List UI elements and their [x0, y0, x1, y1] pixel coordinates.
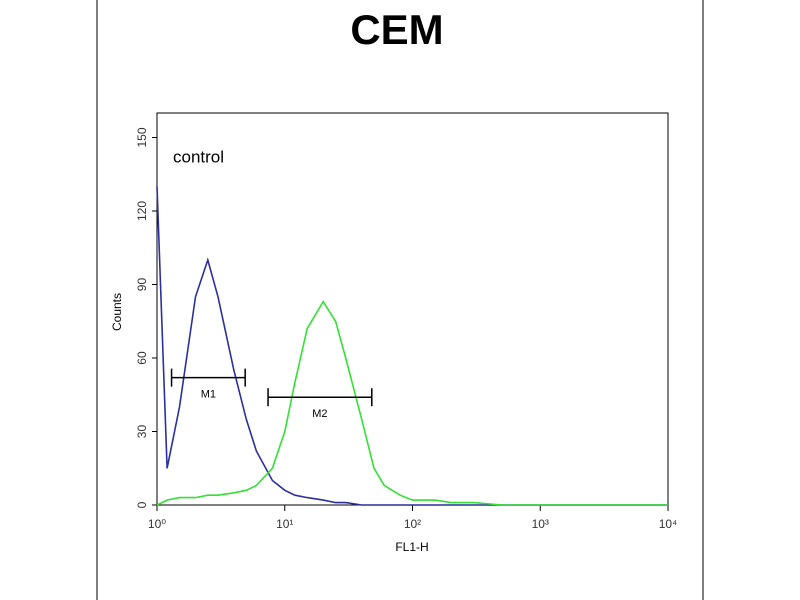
y-tick-label: 150: [135, 127, 149, 147]
x-tick-label: 10²: [404, 517, 421, 531]
histogram-line: [156, 300, 668, 506]
gate-label: M1: [201, 389, 216, 401]
y-tick-label: 90: [135, 278, 149, 292]
x-tick-label: 10⁴: [659, 517, 678, 531]
y-tick-label: 30: [135, 425, 149, 439]
gate-label: M2: [312, 408, 327, 420]
y-axis-label: Counts: [110, 293, 124, 331]
y-tick-label: 120: [135, 201, 149, 221]
chart-title: CEM: [350, 6, 443, 53]
histogram-line: [156, 186, 668, 506]
plot-area: [156, 112, 669, 506]
x-tick-label: 10¹: [276, 517, 293, 531]
control-label: control: [173, 147, 224, 166]
x-axis-label: FL1-H: [395, 540, 428, 554]
x-tick-label: 10⁰: [148, 517, 166, 531]
y-tick-label: 0: [135, 501, 149, 508]
x-tick-label: 10³: [532, 517, 549, 531]
y-tick-label: 60: [135, 351, 149, 365]
